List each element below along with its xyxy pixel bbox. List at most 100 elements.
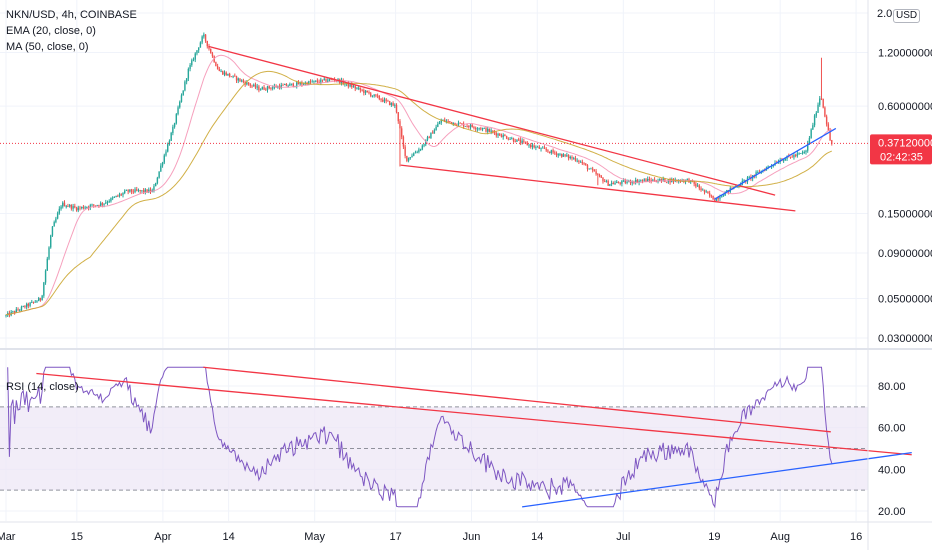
candle-body <box>504 134 506 137</box>
candle-body <box>634 179 637 184</box>
candle-body <box>538 146 541 149</box>
time-tick-label: 14 <box>223 531 235 543</box>
candle-body <box>230 76 233 78</box>
candle-body <box>220 70 222 72</box>
candle-body <box>20 306 23 310</box>
candle-body <box>208 46 210 49</box>
candle-body <box>240 80 243 82</box>
time-tick-label: May <box>304 531 325 543</box>
candle-body <box>542 147 544 149</box>
candle-body <box>19 309 21 311</box>
candle-body <box>356 88 358 89</box>
candle-body <box>117 195 119 197</box>
rsi-tick-label: 80.00 <box>878 381 906 393</box>
candle-body <box>168 140 171 145</box>
candle-body <box>27 303 30 306</box>
candle-body <box>46 258 48 271</box>
rsi-trendline-blue <box>522 452 912 508</box>
candle-body <box>366 90 368 92</box>
candle-body <box>127 190 129 192</box>
price-tick-label: 1.20000000 <box>878 48 932 60</box>
price-trendline-blue <box>714 127 837 200</box>
candle-body <box>101 203 104 205</box>
candle-body <box>552 150 554 153</box>
candle-body <box>418 149 420 152</box>
candle-body <box>242 80 245 82</box>
candle-body <box>822 98 824 108</box>
candle-body <box>227 73 229 76</box>
candle-body <box>148 189 150 193</box>
candle-body <box>524 141 527 143</box>
candle-body <box>108 201 110 203</box>
candle-body <box>387 100 389 102</box>
candle-body <box>50 235 52 248</box>
candle-body <box>113 196 116 198</box>
candle-body <box>591 168 594 171</box>
candle-body <box>820 98 823 100</box>
candle-body <box>388 101 391 105</box>
candle-body <box>93 204 95 206</box>
candle-body <box>253 84 255 86</box>
candle-body <box>218 69 221 72</box>
candle-body <box>382 99 384 102</box>
candle-body <box>246 82 248 85</box>
candle-body <box>686 179 688 181</box>
candle-body <box>110 198 112 202</box>
candle-body <box>433 130 436 134</box>
candle-body <box>352 86 355 88</box>
candle-body <box>239 78 241 82</box>
candle-body <box>56 213 59 219</box>
candle-body <box>137 190 140 191</box>
rsi-series-line <box>7 366 833 509</box>
candle-body <box>63 202 66 207</box>
currency-button[interactable]: USD <box>893 9 921 23</box>
candle-body <box>573 158 575 160</box>
candle-body <box>237 78 239 81</box>
candle-body <box>215 62 217 67</box>
candle-body <box>698 185 701 189</box>
candle-body <box>519 139 522 143</box>
candle-body <box>106 202 109 203</box>
candle-body <box>614 182 616 185</box>
candle-body <box>395 104 398 113</box>
candle-body <box>187 68 190 79</box>
candle-body <box>271 87 274 89</box>
candle-body <box>37 298 40 302</box>
candle-body <box>815 112 818 116</box>
candle-body <box>782 160 785 162</box>
candle-body <box>153 186 155 191</box>
candle-body <box>569 156 571 159</box>
candle-body <box>72 206 74 209</box>
candle-body <box>146 189 148 193</box>
candle-body <box>567 155 570 159</box>
candle-body <box>122 193 124 195</box>
candle-body <box>399 121 401 129</box>
candle-body <box>616 181 618 183</box>
rsi-trendline-red <box>203 366 831 433</box>
candle-body <box>254 84 257 88</box>
candle-body <box>184 81 186 91</box>
candle-body <box>270 88 272 89</box>
candle-body <box>807 142 809 151</box>
candle-body <box>70 205 73 209</box>
candle-body <box>607 180 609 186</box>
ema-line <box>5 54 832 316</box>
candle-body <box>717 197 719 199</box>
candle-body <box>29 302 31 306</box>
candle-body <box>149 189 152 192</box>
candle-body <box>316 80 319 82</box>
candle-body <box>124 190 126 194</box>
candle-body <box>617 181 620 183</box>
candle-body <box>595 171 597 175</box>
candle-body <box>798 153 800 155</box>
candle-body <box>488 128 491 132</box>
candle-body <box>222 70 224 75</box>
candle-body <box>321 79 324 81</box>
time-tick-label: 17 <box>389 531 401 543</box>
candle-body <box>449 121 451 122</box>
candle-body <box>507 138 510 140</box>
candle-body <box>714 199 716 201</box>
candle-body <box>476 128 479 130</box>
candle-body <box>161 162 164 166</box>
